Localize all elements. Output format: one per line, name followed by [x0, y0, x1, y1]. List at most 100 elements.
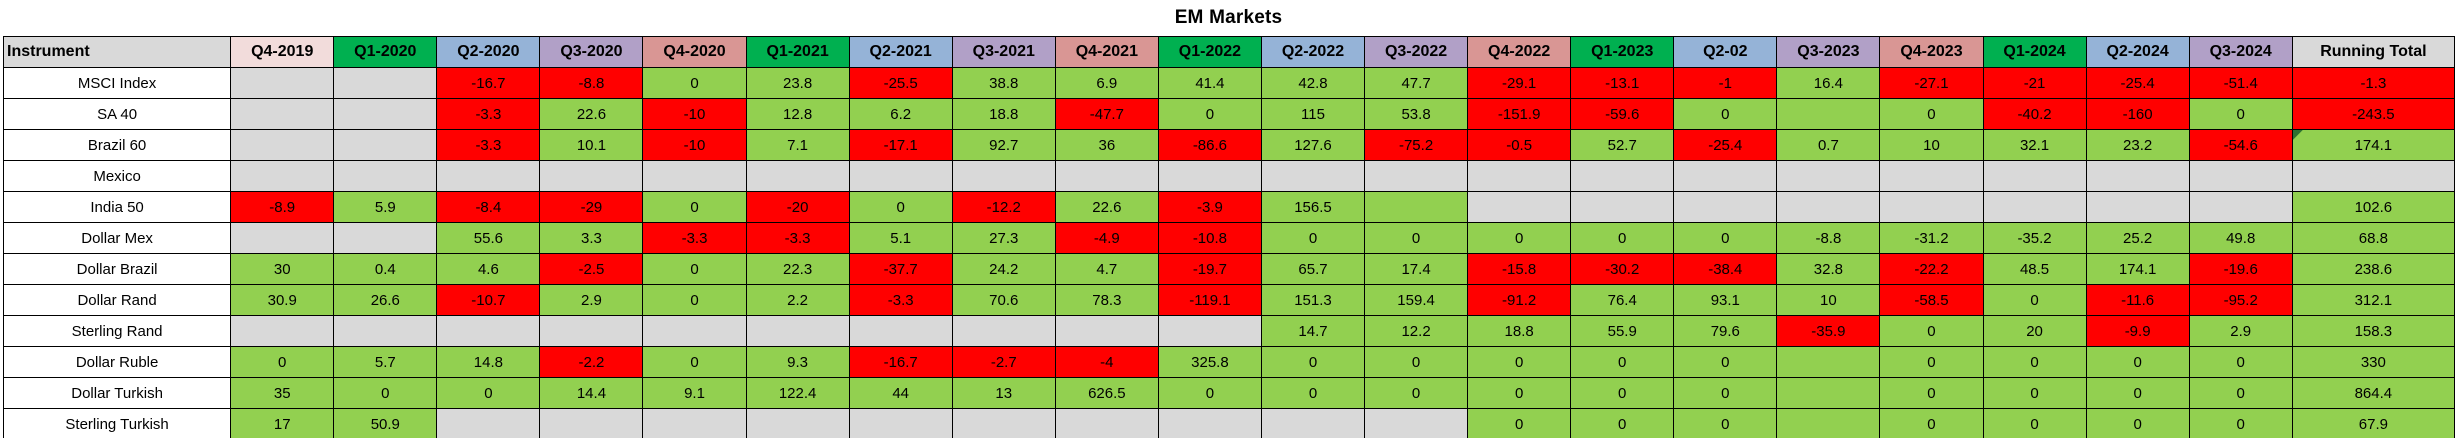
- value-cell[interactable]: [230, 67, 335, 99]
- value-cell[interactable]: -15.8: [1467, 253, 1572, 285]
- value-cell[interactable]: 0.4: [333, 253, 438, 285]
- running-total-cell[interactable]: 864.4: [2291, 377, 2456, 409]
- value-cell[interactable]: [333, 222, 438, 254]
- value-cell[interactable]: 17: [230, 408, 335, 438]
- value-cell[interactable]: [230, 98, 335, 130]
- value-cell[interactable]: [1467, 160, 1572, 192]
- value-cell[interactable]: -8.8: [539, 67, 644, 99]
- value-cell[interactable]: [1879, 191, 1984, 223]
- value-cell[interactable]: 0: [1364, 377, 1469, 409]
- value-cell[interactable]: [951, 408, 1056, 438]
- value-cell[interactable]: 10: [1879, 129, 1984, 161]
- value-cell[interactable]: [1776, 191, 1881, 223]
- value-cell[interactable]: -22.2: [1879, 253, 1984, 285]
- instrument-label[interactable]: Dollar Rand: [2, 284, 232, 316]
- value-cell[interactable]: -3.3: [848, 284, 953, 316]
- header-cell-running-total[interactable]: Running Total: [2291, 36, 2456, 68]
- value-cell[interactable]: 36: [1054, 129, 1159, 161]
- value-cell[interactable]: [1673, 160, 1778, 192]
- value-cell[interactable]: [436, 408, 541, 438]
- value-cell[interactable]: 9.1: [642, 377, 747, 409]
- value-cell[interactable]: 0: [2188, 377, 2293, 409]
- value-cell[interactable]: -75.2: [1364, 129, 1469, 161]
- value-cell[interactable]: [1570, 160, 1675, 192]
- value-cell[interactable]: 44: [848, 377, 953, 409]
- value-cell[interactable]: -3.3: [745, 222, 850, 254]
- value-cell[interactable]: [333, 67, 438, 99]
- value-cell[interactable]: 626.5: [1054, 377, 1159, 409]
- value-cell[interactable]: 0: [230, 346, 335, 378]
- value-cell[interactable]: [642, 160, 747, 192]
- value-cell[interactable]: -17.1: [848, 129, 953, 161]
- value-cell[interactable]: [642, 315, 747, 347]
- value-cell[interactable]: -10: [642, 98, 747, 130]
- value-cell[interactable]: [333, 160, 438, 192]
- value-cell[interactable]: 6.9: [1054, 67, 1159, 99]
- value-cell[interactable]: [745, 408, 850, 438]
- value-cell[interactable]: [745, 315, 850, 347]
- header-cell-quarter[interactable]: Q1-2021: [745, 36, 850, 68]
- value-cell[interactable]: [436, 315, 541, 347]
- value-cell[interactable]: -2.2: [539, 346, 644, 378]
- value-cell[interactable]: [1982, 191, 2087, 223]
- value-cell[interactable]: 7.1: [745, 129, 850, 161]
- value-cell[interactable]: [539, 315, 644, 347]
- header-cell-quarter[interactable]: Q2-2024: [2085, 36, 2190, 68]
- value-cell[interactable]: 18.8: [951, 98, 1056, 130]
- value-cell[interactable]: [436, 160, 541, 192]
- value-cell[interactable]: 0: [1673, 98, 1778, 130]
- header-cell-quarter[interactable]: Q3-2024: [2188, 36, 2293, 68]
- value-cell[interactable]: 0: [1879, 315, 1984, 347]
- running-total-cell[interactable]: -1.3: [2291, 67, 2456, 99]
- header-cell-quarter[interactable]: Q4-2022: [1467, 36, 1572, 68]
- value-cell[interactable]: 2.9: [539, 284, 644, 316]
- value-cell[interactable]: 0: [1982, 284, 2087, 316]
- value-cell[interactable]: 0: [1570, 222, 1675, 254]
- value-cell[interactable]: [1364, 408, 1469, 438]
- value-cell[interactable]: 0: [333, 377, 438, 409]
- value-cell[interactable]: 0: [642, 67, 747, 99]
- value-cell[interactable]: 156.5: [1260, 191, 1366, 223]
- value-cell[interactable]: -30.2: [1570, 253, 1675, 285]
- header-cell-quarter[interactable]: Q3-2020: [539, 36, 644, 68]
- value-cell[interactable]: 325.8: [1157, 346, 1262, 378]
- value-cell[interactable]: 4.6: [436, 253, 541, 285]
- value-cell[interactable]: 35: [230, 377, 335, 409]
- value-cell[interactable]: [230, 160, 335, 192]
- value-cell[interactable]: -9.9: [2085, 315, 2190, 347]
- value-cell[interactable]: 47.7: [1364, 67, 1469, 99]
- instrument-label[interactable]: Sterling Rand: [2, 315, 232, 347]
- value-cell[interactable]: 16.4: [1776, 67, 1881, 99]
- instrument-label[interactable]: Sterling Turkish: [2, 408, 232, 438]
- value-cell[interactable]: 10.1: [539, 129, 644, 161]
- value-cell[interactable]: [1364, 160, 1469, 192]
- value-cell[interactable]: 0: [642, 253, 747, 285]
- value-cell[interactable]: -59.6: [1570, 98, 1675, 130]
- value-cell[interactable]: 0: [1879, 377, 1984, 409]
- value-cell[interactable]: [848, 160, 953, 192]
- value-cell[interactable]: [1260, 160, 1366, 192]
- running-total-cell[interactable]: 158.3: [2291, 315, 2456, 347]
- value-cell[interactable]: 38.8: [951, 67, 1056, 99]
- value-cell[interactable]: [1054, 160, 1159, 192]
- header-cell-quarter[interactable]: Q1-2023: [1570, 36, 1675, 68]
- running-total-cell[interactable]: 102.6: [2291, 191, 2456, 223]
- running-total-cell[interactable]: -243.5: [2291, 98, 2456, 130]
- value-cell[interactable]: 79.6: [1673, 315, 1778, 347]
- value-cell[interactable]: 0: [1673, 377, 1778, 409]
- value-cell[interactable]: [2085, 160, 2190, 192]
- value-cell[interactable]: 0: [2188, 98, 2293, 130]
- value-cell[interactable]: -20: [745, 191, 850, 223]
- value-cell[interactable]: 2.9: [2188, 315, 2293, 347]
- value-cell[interactable]: 70.6: [951, 284, 1056, 316]
- value-cell[interactable]: -10: [642, 129, 747, 161]
- value-cell[interactable]: 3.3: [539, 222, 644, 254]
- value-cell[interactable]: -3.3: [436, 98, 541, 130]
- instrument-label[interactable]: Dollar Ruble: [2, 346, 232, 378]
- value-cell[interactable]: [333, 315, 438, 347]
- value-cell[interactable]: -4: [1054, 346, 1159, 378]
- value-cell[interactable]: 9.3: [745, 346, 850, 378]
- value-cell[interactable]: 0: [1467, 377, 1572, 409]
- header-cell-instrument[interactable]: Instrument: [2, 36, 232, 68]
- value-cell[interactable]: 0: [1260, 346, 1366, 378]
